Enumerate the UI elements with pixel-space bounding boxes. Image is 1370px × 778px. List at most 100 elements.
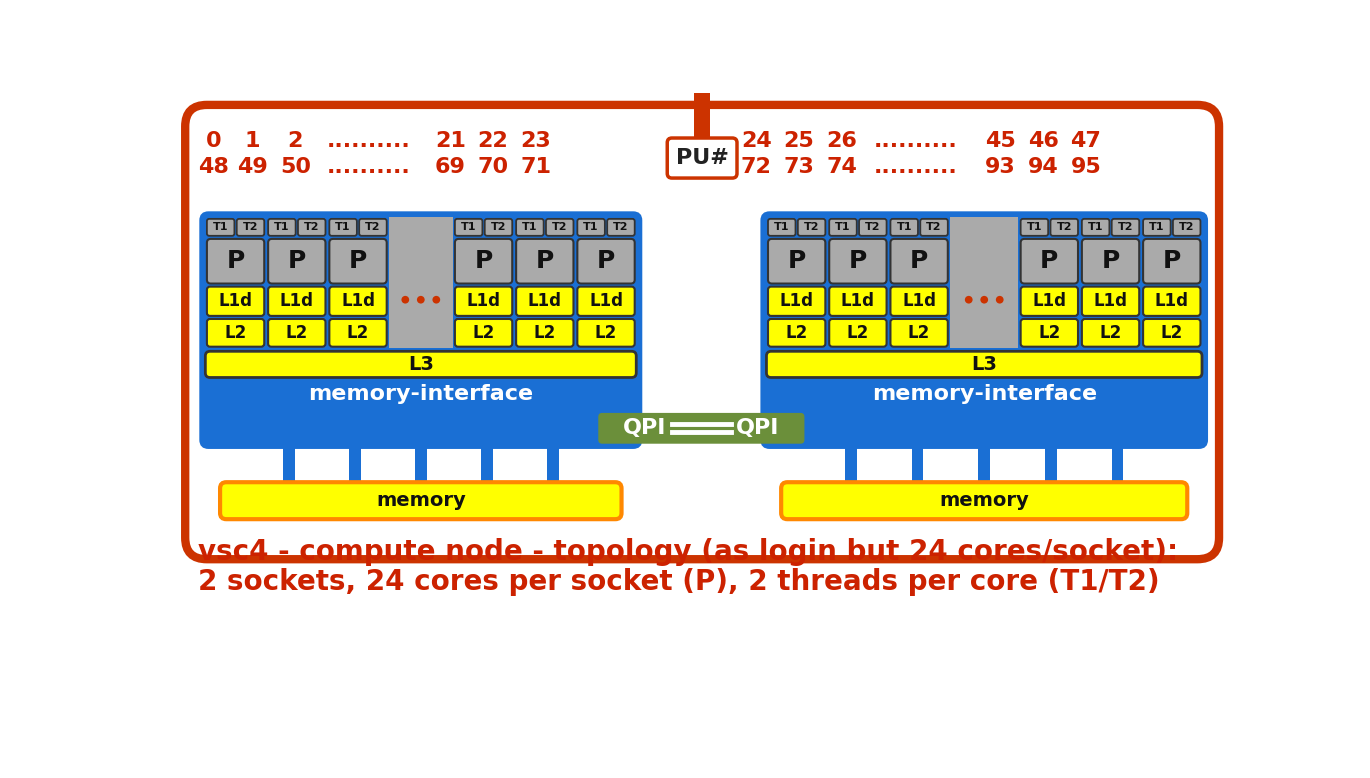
Text: ..........: .......... — [873, 157, 958, 177]
Text: 50: 50 — [279, 157, 311, 177]
FancyBboxPatch shape — [769, 219, 796, 236]
Text: PU#: PU# — [675, 148, 729, 168]
Circle shape — [981, 296, 988, 303]
FancyBboxPatch shape — [890, 286, 948, 316]
Text: 70: 70 — [477, 157, 508, 177]
FancyBboxPatch shape — [1111, 219, 1140, 236]
Text: P: P — [849, 249, 867, 273]
Text: L2: L2 — [473, 324, 495, 342]
Circle shape — [433, 296, 440, 303]
FancyBboxPatch shape — [516, 319, 574, 347]
Text: 93: 93 — [985, 157, 1017, 177]
Text: QPI: QPI — [736, 419, 780, 438]
FancyBboxPatch shape — [1021, 286, 1078, 316]
Text: 1: 1 — [245, 131, 260, 151]
FancyBboxPatch shape — [455, 319, 512, 347]
FancyBboxPatch shape — [1082, 286, 1140, 316]
FancyBboxPatch shape — [762, 212, 1207, 447]
Text: 46: 46 — [1028, 131, 1059, 151]
Text: P: P — [1040, 249, 1059, 273]
Bar — [845, 447, 856, 482]
Text: memory-interface: memory-interface — [308, 384, 533, 405]
Text: P: P — [349, 249, 367, 273]
FancyBboxPatch shape — [359, 219, 386, 236]
Text: T1: T1 — [896, 223, 912, 233]
Text: 26: 26 — [826, 131, 858, 151]
FancyBboxPatch shape — [185, 105, 1219, 559]
Text: T2: T2 — [864, 223, 881, 233]
Text: 24: 24 — [741, 131, 771, 151]
FancyBboxPatch shape — [667, 138, 737, 178]
Text: memory: memory — [940, 491, 1029, 510]
FancyBboxPatch shape — [890, 319, 948, 347]
FancyBboxPatch shape — [329, 286, 386, 316]
Text: L2: L2 — [286, 324, 308, 342]
Text: L1d: L1d — [1033, 293, 1066, 310]
Text: 49: 49 — [237, 157, 269, 177]
Text: 72: 72 — [741, 157, 771, 177]
Text: P: P — [788, 249, 806, 273]
Text: 47: 47 — [1070, 131, 1101, 151]
Text: L2: L2 — [847, 324, 869, 342]
FancyBboxPatch shape — [269, 239, 326, 283]
Text: T1: T1 — [336, 223, 351, 233]
FancyBboxPatch shape — [547, 219, 574, 236]
Text: 74: 74 — [826, 157, 858, 177]
FancyBboxPatch shape — [769, 286, 825, 316]
Text: vsc4 - compute node - topology (as login but 24 cores/socket):: vsc4 - compute node - topology (as login… — [199, 538, 1178, 566]
FancyBboxPatch shape — [577, 319, 634, 347]
FancyBboxPatch shape — [829, 219, 856, 236]
Text: 2 sockets, 24 cores per socket (P), 2 threads per core (T1/T2): 2 sockets, 24 cores per socket (P), 2 th… — [199, 568, 1160, 596]
FancyBboxPatch shape — [577, 219, 606, 236]
Text: 71: 71 — [521, 157, 551, 177]
FancyBboxPatch shape — [485, 219, 512, 236]
FancyBboxPatch shape — [829, 319, 886, 347]
Text: L1d: L1d — [1093, 293, 1128, 310]
FancyBboxPatch shape — [269, 319, 326, 347]
Bar — [389, 217, 452, 349]
FancyBboxPatch shape — [207, 319, 264, 347]
FancyBboxPatch shape — [1143, 286, 1200, 316]
FancyBboxPatch shape — [921, 219, 948, 236]
Text: memory-interface: memory-interface — [871, 384, 1097, 405]
Bar — [911, 447, 923, 482]
Text: T2: T2 — [804, 223, 819, 233]
Bar — [951, 217, 1018, 349]
Text: T2: T2 — [552, 223, 567, 233]
Text: T2: T2 — [490, 223, 507, 233]
Text: L1d: L1d — [901, 293, 936, 310]
Text: L2: L2 — [534, 324, 556, 342]
Text: L2: L2 — [225, 324, 247, 342]
Text: ..........: .......... — [873, 131, 958, 151]
Text: T2: T2 — [1118, 223, 1133, 233]
FancyBboxPatch shape — [599, 413, 804, 443]
Text: T2: T2 — [242, 223, 258, 233]
Text: T1: T1 — [1088, 223, 1103, 233]
Text: P: P — [288, 249, 306, 273]
Text: ..........: .......... — [327, 131, 411, 151]
Bar — [695, 93, 710, 139]
Text: L2: L2 — [595, 324, 617, 342]
Text: T1: T1 — [774, 223, 789, 233]
FancyBboxPatch shape — [455, 239, 512, 283]
FancyBboxPatch shape — [829, 239, 886, 283]
FancyBboxPatch shape — [1021, 239, 1078, 283]
Text: L1d: L1d — [527, 293, 562, 310]
FancyBboxPatch shape — [890, 219, 918, 236]
Text: QPI: QPI — [623, 419, 666, 438]
FancyBboxPatch shape — [1143, 219, 1170, 236]
FancyBboxPatch shape — [206, 352, 636, 377]
Text: T2: T2 — [1180, 223, 1195, 233]
Text: L2: L2 — [1160, 324, 1182, 342]
Text: L1d: L1d — [780, 293, 814, 310]
Text: P: P — [536, 249, 553, 273]
Text: T1: T1 — [836, 223, 851, 233]
Text: 69: 69 — [434, 157, 466, 177]
Text: P: P — [1163, 249, 1181, 273]
FancyBboxPatch shape — [455, 219, 482, 236]
FancyBboxPatch shape — [207, 219, 234, 236]
Text: L3: L3 — [971, 355, 997, 374]
FancyBboxPatch shape — [829, 286, 886, 316]
Text: P: P — [474, 249, 493, 273]
Text: 94: 94 — [1028, 157, 1059, 177]
